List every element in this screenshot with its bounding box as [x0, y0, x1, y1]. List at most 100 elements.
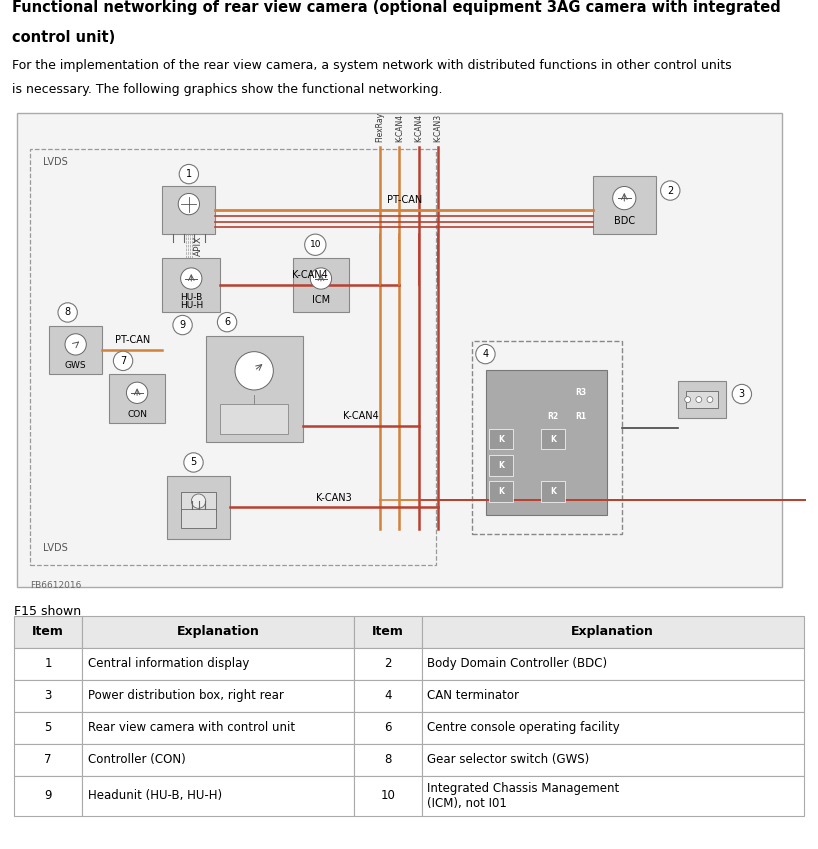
Bar	[487, 369, 607, 514]
Text: K-CAN4: K-CAN4	[343, 411, 379, 421]
Bar	[678, 381, 726, 418]
Bar	[353, 648, 421, 680]
Text: K-CAN3: K-CAN3	[434, 114, 443, 142]
Text: Centre console operating facility: Centre console operating facility	[428, 722, 620, 734]
Text: Controller (CON): Controller (CON)	[88, 753, 186, 767]
Bar	[489, 455, 513, 475]
Bar	[593, 176, 656, 234]
Circle shape	[661, 181, 680, 200]
Bar	[353, 711, 421, 744]
Circle shape	[696, 396, 702, 402]
Text: HU-H: HU-H	[180, 301, 203, 310]
Text: K-CAN4: K-CAN4	[292, 270, 328, 280]
Bar	[14, 680, 82, 711]
Bar	[541, 429, 565, 449]
Text: FlexRay: FlexRay	[375, 112, 384, 142]
Text: 10: 10	[309, 240, 321, 250]
Text: GWS: GWS	[65, 361, 87, 370]
Text: 6: 6	[224, 318, 230, 327]
Text: PT-CAN: PT-CAN	[387, 195, 422, 205]
Text: R3: R3	[575, 388, 587, 397]
Bar	[686, 391, 718, 408]
Text: 3: 3	[739, 389, 745, 399]
Text: 1: 1	[44, 657, 52, 671]
Text: 4: 4	[384, 689, 391, 702]
Text: K: K	[550, 487, 556, 496]
Text: K: K	[498, 435, 504, 444]
Bar	[49, 326, 102, 374]
Text: 7: 7	[120, 356, 126, 366]
Bar	[14, 616, 82, 648]
Text: R2: R2	[547, 412, 559, 420]
Bar	[82, 680, 353, 711]
Circle shape	[191, 494, 205, 509]
Text: 8: 8	[65, 307, 70, 318]
Text: Body Domain Controller (BDC): Body Domain Controller (BDC)	[428, 657, 608, 671]
Bar	[421, 616, 804, 648]
Bar	[353, 616, 421, 648]
Bar	[82, 711, 353, 744]
Bar	[14, 711, 82, 744]
Bar	[206, 335, 303, 442]
Text: ICM: ICM	[312, 295, 330, 305]
Bar	[541, 481, 565, 502]
Text: PT-CAN: PT-CAN	[115, 335, 150, 346]
Bar	[182, 492, 216, 510]
Text: 3: 3	[44, 689, 52, 702]
Circle shape	[173, 315, 192, 335]
Bar	[220, 404, 288, 434]
Text: CON: CON	[127, 409, 147, 419]
Circle shape	[707, 396, 712, 402]
Bar	[421, 776, 804, 816]
Bar	[162, 186, 215, 234]
Circle shape	[65, 334, 86, 355]
Circle shape	[58, 303, 78, 322]
Bar	[14, 648, 82, 680]
Text: Gear selector switch (GWS): Gear selector switch (GWS)	[428, 753, 590, 767]
Text: 8: 8	[384, 753, 391, 767]
Circle shape	[235, 351, 273, 390]
Circle shape	[184, 453, 203, 472]
Circle shape	[613, 187, 636, 210]
Text: HU-B: HU-B	[180, 293, 202, 302]
Text: F15 shown: F15 shown	[14, 604, 81, 618]
Text: 2: 2	[384, 657, 391, 671]
Text: BDC: BDC	[614, 216, 635, 227]
Text: APIX: APIX	[194, 236, 203, 256]
Circle shape	[179, 165, 199, 183]
Text: K: K	[498, 461, 504, 469]
Bar	[109, 374, 165, 423]
Bar	[14, 776, 82, 816]
Text: Explanation: Explanation	[177, 626, 259, 638]
Text: LVDS: LVDS	[43, 543, 68, 554]
Text: K: K	[550, 435, 556, 444]
Text: 2: 2	[667, 186, 673, 195]
Circle shape	[476, 345, 495, 363]
Text: Integrated Chassis Management
(ICM), not I01: Integrated Chassis Management (ICM), not…	[428, 782, 620, 810]
Text: 9: 9	[44, 790, 52, 802]
Bar	[489, 429, 513, 449]
Text: LVDS: LVDS	[43, 157, 68, 166]
Bar	[14, 744, 82, 776]
Bar	[82, 648, 353, 680]
Bar	[162, 258, 220, 312]
Text: 5: 5	[191, 458, 196, 468]
Bar	[421, 648, 804, 680]
Text: 9: 9	[179, 320, 186, 330]
Text: is necessary. The following graphics show the functional networking.: is necessary. The following graphics sho…	[12, 83, 443, 96]
Bar	[489, 481, 513, 502]
Circle shape	[127, 382, 148, 403]
Text: K-CAN3: K-CAN3	[316, 492, 352, 503]
Bar	[421, 744, 804, 776]
Text: 5: 5	[44, 722, 52, 734]
Bar	[293, 258, 349, 312]
Circle shape	[310, 268, 331, 290]
Bar	[29, 149, 436, 565]
Text: Item: Item	[371, 626, 403, 638]
Text: Explanation: Explanation	[571, 626, 654, 638]
Text: Functional networking of rear view camera (optional equipment 3AG camera with in: Functional networking of rear view camer…	[12, 0, 781, 15]
Bar	[167, 476, 230, 539]
Bar	[82, 744, 353, 776]
Text: Item: Item	[32, 626, 64, 638]
Bar	[82, 616, 353, 648]
